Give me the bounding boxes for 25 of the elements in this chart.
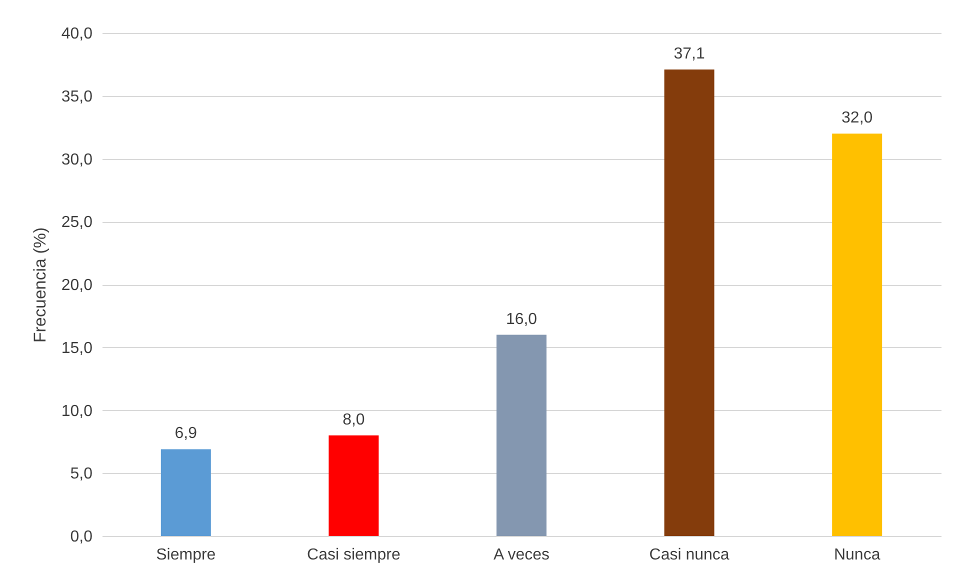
y-tick-label: 20,0 [61, 277, 93, 294]
y-tick-label: 5,0 [70, 466, 93, 483]
x-tick-label: Siempre [156, 546, 216, 564]
bar [160, 449, 211, 536]
y-tick-label: 30,0 [61, 151, 93, 168]
x-tick-label: A veces [493, 546, 550, 564]
y-tick-label: 15,0 [61, 340, 93, 357]
x-tick-label: Casi siempre [307, 546, 400, 564]
bar [496, 334, 546, 536]
data-label: 8,0 [342, 411, 365, 428]
bar [328, 435, 379, 536]
data-label: 16,0 [506, 310, 538, 328]
y-tick-label: 40,0 [61, 26, 93, 42]
y-tick-label: 25,0 [61, 214, 93, 232]
y-tick-label: 35,0 [61, 88, 93, 106]
data-label: 37,1 [674, 45, 705, 62]
x-tick-label: Nunca [834, 546, 880, 564]
data-label: 32,0 [842, 110, 873, 127]
y-axis-title: Frecuencia (%) [30, 227, 50, 343]
bar [664, 69, 714, 536]
x-tick-label: Casi nunca [649, 546, 730, 564]
bar [832, 134, 882, 536]
data-label: 6,9 [174, 425, 198, 442]
y-tick-label: 0,0 [70, 528, 93, 546]
y-tick-label: 10,0 [61, 402, 93, 420]
